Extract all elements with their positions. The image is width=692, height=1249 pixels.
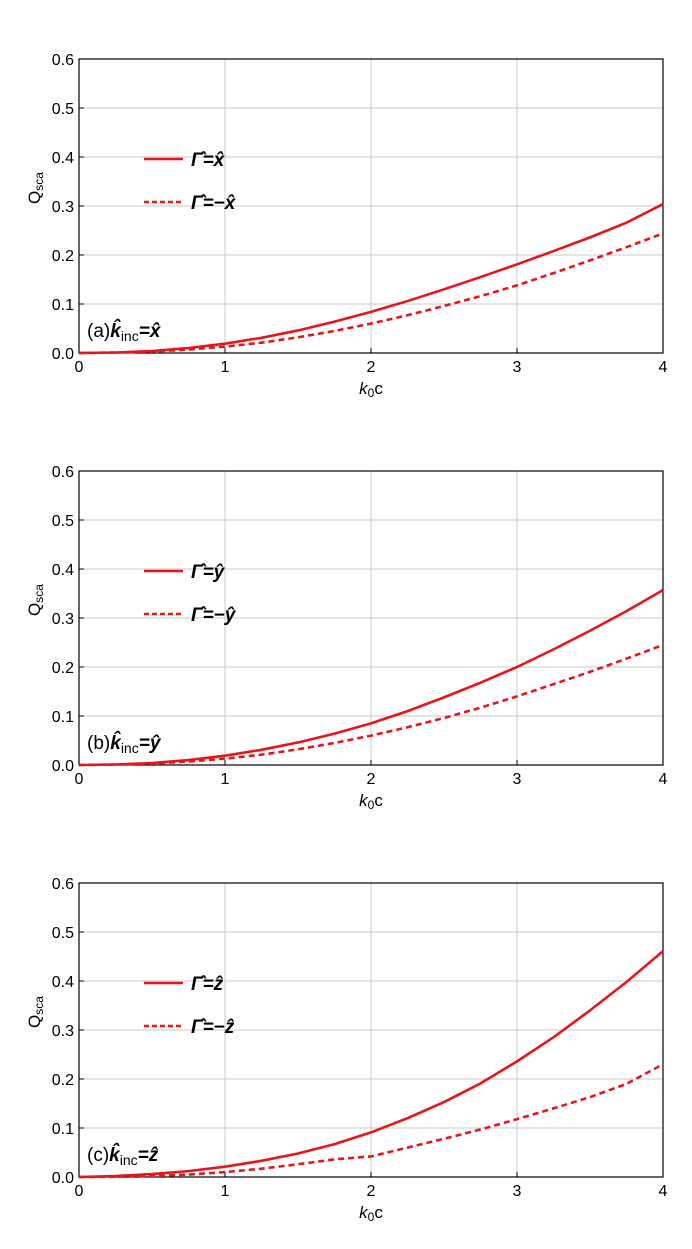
- panel-c-legend-label-0: Γ̂=ẑ: [191, 974, 224, 995]
- xlabel-rest: c: [374, 379, 383, 398]
- annotation-k: k̂: [110, 732, 122, 754]
- panel-a-panel-annotation: (a)k̂inc=x̂: [87, 320, 162, 344]
- panel-b-xtick-label: 4: [659, 771, 668, 788]
- xlabel-main: k: [359, 379, 369, 398]
- ylabel-sub: sca: [32, 584, 46, 603]
- panel-a-xtick-label: 4: [659, 359, 668, 376]
- panel-c-x-axis-label: k0c: [359, 1203, 383, 1224]
- panel-b: 0.00.10.20.30.40.50.60 1 2 3 4k0cQscaΓ̂=ŷΓ̂=…: [25, 464, 668, 812]
- annotation-k: k̂: [109, 1144, 121, 1166]
- panel-a: 0.00.10.20.30.40.50.60 1 2 3 4k0cQscaΓ̂=x̂Γ̂…: [25, 52, 668, 400]
- panel-a-legend-label-0: Γ̂=x̂: [191, 150, 226, 171]
- panel-a-legend-label-1: Γ̂=−x̂: [191, 193, 237, 214]
- annotation-sub: inc: [121, 740, 139, 756]
- panel-b-xtick-label: 2: [367, 771, 376, 788]
- panel-c-xtick-label: 3: [513, 1183, 522, 1200]
- panel-c-legend-label-1: Γ̂=−ẑ: [191, 1017, 235, 1038]
- panel-c-ytick-label: 0.2: [52, 1072, 74, 1089]
- panel-b-series-solid-line: [78, 588, 664, 767]
- panel-a-ytick-label: 0.2: [52, 248, 74, 265]
- panel-c-series-dashed-line: [78, 1063, 664, 1179]
- panel-c-ytick-label: 0.1: [52, 1121, 74, 1138]
- panel-b-legend-label-0: Γ̂=ŷ: [191, 562, 226, 583]
- panel-c-series-solid-line: [78, 950, 664, 1179]
- annotation-rhs: =x̂: [139, 321, 162, 342]
- panel-a-series-solid-line: [78, 202, 664, 355]
- annotation-k: k̂: [110, 320, 122, 342]
- ylabel-sub: sca: [32, 996, 46, 1015]
- panel-b-legend-label-1: Γ̂=−ŷ: [191, 605, 237, 626]
- xlabel-main: k: [359, 1203, 369, 1222]
- panel-b-ytick-label: 0.5: [52, 513, 74, 530]
- panel-a-ytick-label: 0.5: [52, 101, 74, 118]
- xlabel-sub: 0: [368, 798, 375, 812]
- panel-b-x-axis-label: k0c: [359, 791, 383, 812]
- panel-label: (a): [87, 321, 110, 342]
- xlabel-rest: c: [374, 791, 383, 810]
- panel-b-ytick-label: 0.1: [52, 709, 74, 726]
- panel-b-panel-annotation: (b)k̂inc=ŷ: [87, 732, 162, 756]
- panel-a-ytick-label: 0.6: [52, 52, 74, 69]
- panel-c-ytick-label: 0.3: [52, 1023, 74, 1040]
- panel-c-ytick-label: 0.4: [52, 974, 74, 991]
- panel-a-ytick-label: 0.4: [52, 150, 74, 167]
- xlabel-sub: 0: [368, 1210, 375, 1224]
- panel-c: 0.00.10.20.30.40.50.60 1 2 3 4k0cQscaΓ̂=ẑΓ̂=…: [25, 876, 668, 1224]
- ylabel-main: Q: [25, 1015, 44, 1028]
- panel-c-panel-annotation: (c)k̂inc=ẑ: [87, 1144, 159, 1168]
- panel-a-ytick-label: 0.0: [52, 346, 74, 363]
- panel-a-xtick-label: 2: [367, 359, 376, 376]
- panel-a-x-axis-label: k0c: [359, 379, 383, 400]
- panel-a-xtick-label: 3: [513, 359, 522, 376]
- ylabel-sub: sca: [32, 172, 46, 191]
- panel-a-ytick-label: 0.3: [52, 199, 74, 216]
- annotation-rhs: =ŷ: [139, 733, 162, 754]
- xlabel-main: k: [359, 791, 369, 810]
- panel-c-ytick-label: 0.5: [52, 925, 74, 942]
- panel-c-xtick-label: 0: [75, 1183, 84, 1200]
- panel-b-xtick-label: 0: [75, 771, 84, 788]
- panel-c-xtick-label: 4: [659, 1183, 668, 1200]
- panel-c-ytick-label: 0.0: [52, 1170, 74, 1187]
- xlabel-sub: 0: [368, 386, 375, 400]
- panel-a-series-dashed-line: [78, 232, 664, 355]
- panel-a-xtick-label: 1: [221, 359, 230, 376]
- ylabel-main: Q: [25, 191, 44, 204]
- annotation-rhs: =ẑ: [138, 1145, 159, 1166]
- panel-label: (b): [87, 733, 110, 754]
- annotation-sub: inc: [121, 328, 139, 344]
- panel-b-ytick-label: 0.0: [52, 758, 74, 775]
- panel-b-xtick-label: 3: [513, 771, 522, 788]
- xlabel-rest: c: [374, 1203, 383, 1222]
- panel-c-y-axis-label: Qsca: [25, 996, 46, 1028]
- panel-c-xtick-label: 1: [221, 1183, 230, 1200]
- panel-b-y-axis-label: Qsca: [25, 584, 46, 616]
- panel-b-series-dashed-line: [78, 643, 664, 767]
- ylabel-main: Q: [25, 603, 44, 616]
- panel-b-xtick-label: 1: [221, 771, 230, 788]
- annotation-sub: inc: [120, 1152, 138, 1168]
- panel-c-ytick-label: 0.6: [52, 876, 74, 893]
- panel-a-ytick-label: 0.1: [52, 297, 74, 314]
- panel-a-xtick-label: 0: [75, 359, 84, 376]
- panel-label: (c): [87, 1145, 109, 1166]
- panel-a-y-axis-label: Qsca: [25, 172, 46, 204]
- panel-b-ytick-label: 0.6: [52, 464, 74, 481]
- panel-b-ytick-label: 0.2: [52, 660, 74, 677]
- panel-b-ytick-label: 0.4: [52, 562, 74, 579]
- panel-b-ytick-label: 0.3: [52, 611, 74, 628]
- panel-c-xtick-label: 2: [367, 1183, 376, 1200]
